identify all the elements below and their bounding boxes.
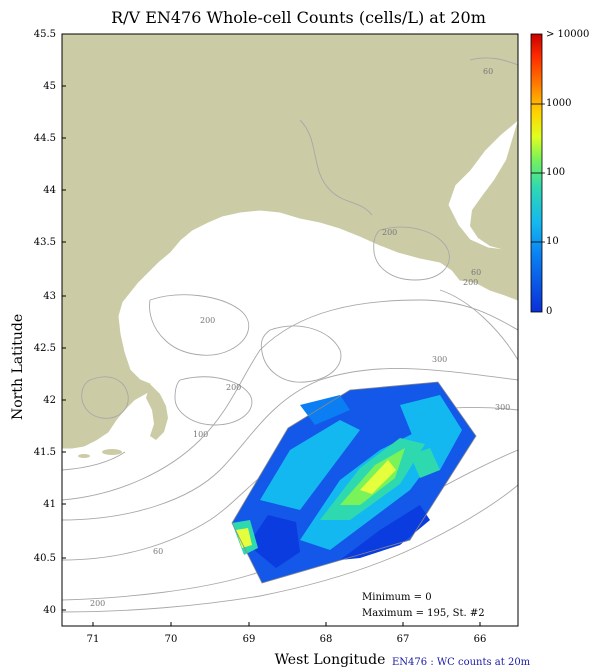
map-title: R/V EN476 Whole-cell Counts (cells/L) at… xyxy=(111,8,486,27)
credit-label: EN476 : WC counts at 20m xyxy=(392,657,531,668)
y-tick-label: 43 xyxy=(43,291,56,302)
contour-label: 100 xyxy=(193,430,209,439)
legend-label: > 10000 xyxy=(546,29,590,40)
y-tick-label: 44.5 xyxy=(33,133,56,144)
contour-label: 200 xyxy=(200,316,216,325)
x-axis-title: West Longitude xyxy=(274,652,386,668)
contour-label: 300 xyxy=(495,403,511,412)
contour-label: 200 xyxy=(463,278,479,287)
contour-label: 60 xyxy=(153,547,164,556)
map-frame xyxy=(61,33,519,627)
y-tick-label: 45.5 xyxy=(33,29,56,40)
contour-label: 60 xyxy=(483,67,494,76)
legend-label: 100 xyxy=(546,167,566,178)
legend-label: 10 xyxy=(546,236,559,247)
y-axis-title: North Latitude xyxy=(10,313,26,420)
cape-cod xyxy=(146,384,168,440)
y-tick-label: 40 xyxy=(43,605,56,616)
x-tick-label: 68 xyxy=(319,634,333,645)
y-tick-label: 43.5 xyxy=(33,237,56,248)
count-field xyxy=(232,382,476,583)
minimum-value: Minimum = 0 xyxy=(362,592,432,603)
y-tick-label: 41.5 xyxy=(33,447,56,458)
contour-label: 300 xyxy=(432,355,448,364)
contour-label: 200 xyxy=(90,599,106,608)
land-mass xyxy=(62,34,518,449)
y-tick-label: 40.5 xyxy=(33,553,56,564)
legend-ticks xyxy=(531,103,545,243)
contour-label: 200 xyxy=(382,228,398,237)
x-tick-label: 67 xyxy=(396,634,410,645)
x-tick-label: 69 xyxy=(242,634,256,645)
contour-label: 200 xyxy=(226,383,242,392)
legend-label: 1000 xyxy=(546,98,572,109)
sampling-region-outline xyxy=(231,381,477,584)
x-tick-label: 70 xyxy=(164,634,178,645)
x-tick-label: 66 xyxy=(473,634,487,645)
nova-scotia xyxy=(470,120,518,250)
x-tick-label: 71 xyxy=(86,634,100,645)
island xyxy=(78,454,90,458)
legend-label: 0 xyxy=(546,306,553,317)
contour-label: 60 xyxy=(471,268,482,277)
maximum-value: Maximum = 195, St. #2 xyxy=(362,608,485,619)
y-tick-label: 42 xyxy=(43,395,56,406)
island xyxy=(102,449,122,455)
y-tick-label: 45 xyxy=(43,81,56,92)
axis-ticks xyxy=(62,33,481,626)
y-tick-label: 41 xyxy=(43,499,56,510)
y-tick-label: 44 xyxy=(43,185,56,196)
y-tick-label: 42.5 xyxy=(33,343,56,354)
